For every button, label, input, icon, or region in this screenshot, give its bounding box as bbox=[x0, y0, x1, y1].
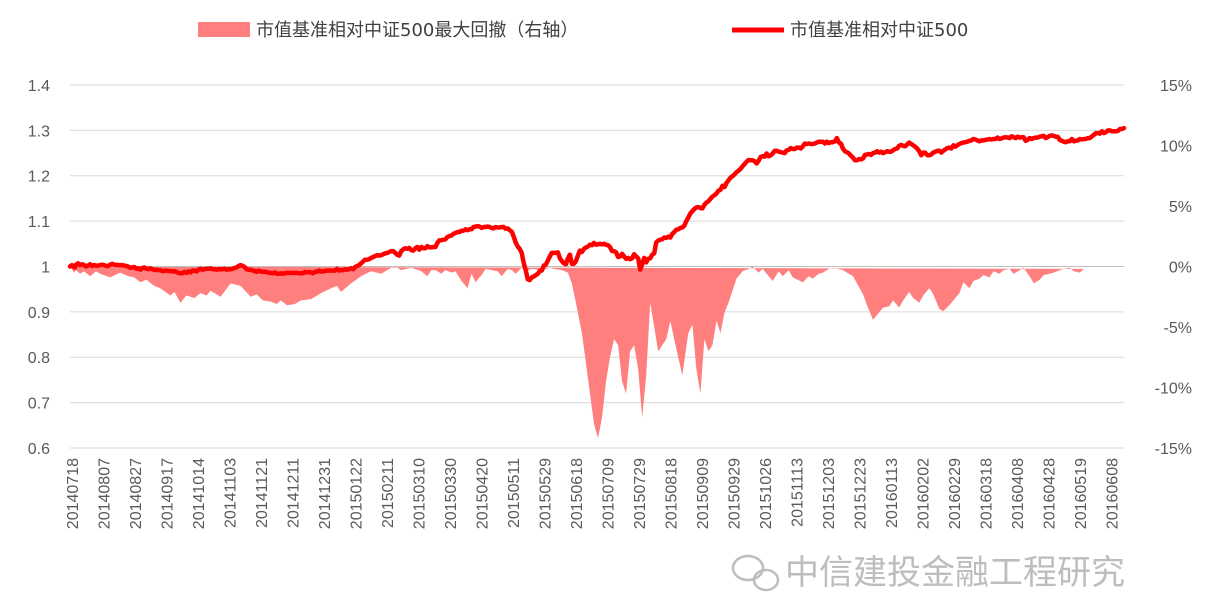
x-tick-label: 20160519 bbox=[1073, 458, 1090, 529]
x-tick-label: 20140807 bbox=[97, 458, 114, 529]
x-tick-label: 20150529 bbox=[538, 458, 555, 529]
x-tick-label: 20160202 bbox=[916, 458, 933, 529]
x-tick-label: 20150310 bbox=[412, 458, 429, 529]
left-tick-label: 0.8 bbox=[28, 350, 50, 367]
x-tick-label: 20150929 bbox=[727, 458, 744, 529]
x-tick-label: 20160428 bbox=[1042, 458, 1059, 529]
x-tick-label: 20151026 bbox=[758, 458, 775, 529]
right-tick-label: 0% bbox=[1169, 260, 1192, 277]
right-tick-label: 5% bbox=[1169, 199, 1192, 216]
x-tick-label: 20141211 bbox=[286, 458, 303, 528]
x-tick-label: 20150729 bbox=[632, 458, 649, 529]
drawdown-area-series bbox=[70, 266, 1084, 439]
x-axis: 20140718 20140807 20140827 20140917 20141014… bbox=[65, 458, 1122, 529]
x-tick-label: 20140917 bbox=[160, 458, 177, 529]
legend: 市值基准相对中证500最大回撤（右轴） 市值基准相对中证500 bbox=[198, 20, 968, 41]
x-tick-label: 20160113 bbox=[884, 458, 901, 528]
x-tick-label: 20150122 bbox=[349, 458, 366, 529]
wechat-icon bbox=[731, 554, 780, 592]
right-tick-label: -10% bbox=[1155, 381, 1192, 398]
x-tick-label: 20141014 bbox=[191, 458, 208, 529]
left-tick-label: 0.7 bbox=[28, 396, 50, 413]
x-tick-label: 20141121 bbox=[254, 458, 271, 528]
x-tick-label: 20150330 bbox=[443, 458, 460, 529]
x-tick-label: 20160408 bbox=[1010, 458, 1027, 529]
x-tick-label: 20160229 bbox=[947, 458, 964, 529]
x-tick-label: 20150709 bbox=[601, 458, 618, 529]
x-tick-label: 20151203 bbox=[821, 458, 838, 529]
legend-swatch-drawdown bbox=[198, 22, 250, 37]
left-tick-label: 1.3 bbox=[28, 123, 50, 140]
watermark-text: 中信建投金融工程研究 bbox=[785, 553, 1125, 593]
x-tick-label: 20160608 bbox=[1105, 458, 1122, 529]
x-tick-label: 20141231 bbox=[317, 458, 334, 529]
relative-ratio-line-series bbox=[67, 125, 1127, 283]
right-tick-label: -15% bbox=[1155, 441, 1192, 458]
x-tick-label: 20150618 bbox=[569, 458, 586, 529]
x-tick-label: 20141103 bbox=[223, 458, 240, 528]
x-tick-label: 20151113 bbox=[790, 458, 807, 527]
x-tick-label: 20160318 bbox=[979, 458, 996, 529]
x-tick-label: 20150818 bbox=[664, 458, 681, 529]
right-tick-label: 15% bbox=[1160, 78, 1192, 95]
right-axis: -15% -10% -5% 0% 5% 10% 15% bbox=[1155, 78, 1192, 458]
left-tick-label: 1 bbox=[41, 260, 50, 277]
x-tick-label: 20140718 bbox=[65, 458, 82, 529]
plot-area bbox=[67, 125, 1127, 439]
x-tick-label: 20151223 bbox=[853, 458, 870, 529]
left-tick-label: 1.2 bbox=[28, 169, 50, 186]
watermark: 中信建投金融工程研究 bbox=[731, 553, 1125, 593]
left-tick-label: 1.1 bbox=[28, 214, 50, 231]
x-tick-label: 20150420 bbox=[475, 458, 492, 529]
right-tick-label: 10% bbox=[1160, 139, 1192, 156]
legend-label-drawdown: 市值基准相对中证500最大回撤（右轴） bbox=[256, 20, 578, 41]
x-tick-label: 20150211 bbox=[380, 458, 397, 528]
left-tick-label: 0.9 bbox=[28, 305, 50, 322]
left-tick-label: 0.6 bbox=[28, 441, 50, 458]
left-axis: 0.6 0.7 0.8 0.9 1 1.1 1.2 1.3 1.4 bbox=[28, 78, 50, 458]
x-tick-label: 20140827 bbox=[128, 458, 145, 529]
x-tick-label: 20150511 bbox=[506, 458, 523, 528]
legend-label-ratio: 市值基准相对中证500 bbox=[790, 20, 968, 41]
left-tick-label: 1.4 bbox=[28, 78, 50, 95]
x-tick-label: 20150909 bbox=[695, 458, 712, 529]
right-tick-label: -5% bbox=[1164, 320, 1192, 337]
